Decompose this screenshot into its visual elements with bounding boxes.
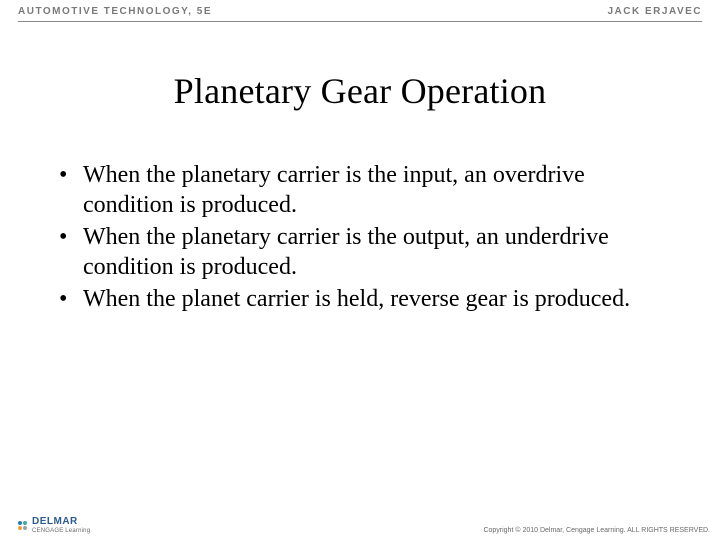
bullet-item: When the planet carrier is held, reverse… (55, 284, 665, 314)
book-title: AUTOMOTIVE TECHNOLOGY, 5E (18, 6, 212, 17)
slide-title: Planetary Gear Operation (0, 70, 720, 112)
bullet-item: When the planetary carrier is the output… (55, 222, 665, 282)
copyright-text: Copyright © 2010 Delmar, Cengage Learnin… (483, 527, 710, 534)
slide-header: AUTOMOTIVE TECHNOLOGY, 5E JACK ERJAVEC (0, 0, 720, 19)
header-rule (18, 21, 702, 22)
logo-icon (18, 521, 27, 530)
bullet-item: When the planetary carrier is the input,… (55, 160, 665, 220)
logo-brand: DELMAR (32, 517, 90, 527)
bullet-list: When the planetary carrier is the input,… (55, 160, 665, 314)
slide-content: When the planetary carrier is the input,… (55, 160, 665, 314)
logo-dot (23, 526, 27, 530)
author-name: JACK ERJAVEC (608, 6, 703, 17)
publisher-logo: DELMAR CENGAGE Learning (18, 517, 90, 534)
slide-footer: DELMAR CENGAGE Learning Copyright © 2010… (0, 517, 720, 534)
logo-dot (18, 521, 22, 525)
logo-subbrand: CENGAGE Learning (32, 528, 90, 534)
logo-dot (23, 521, 27, 525)
logo-dot (18, 526, 22, 530)
logo-text: DELMAR CENGAGE Learning (32, 517, 90, 534)
